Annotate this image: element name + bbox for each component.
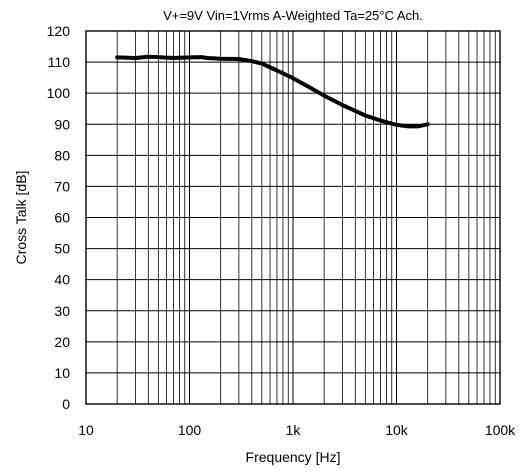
y-tick-label: 10 — [54, 365, 70, 381]
x-tick-label: 10 — [78, 422, 94, 438]
plot-grid — [86, 31, 500, 404]
y-tick-label: 30 — [54, 303, 70, 319]
y-tick-labels: 0 10 20 30 40 50 60 70 80 90 100 110 120 — [47, 23, 71, 412]
y-tick-label: 120 — [47, 23, 71, 39]
y-tick-label: 100 — [47, 85, 71, 101]
y-tick-label: 90 — [54, 116, 70, 132]
series-layer — [117, 57, 428, 127]
y-tick-label: 40 — [54, 272, 70, 288]
x-tick-labels: 10 100 1k 10k 100k — [78, 422, 516, 438]
x-tick-label: 1k — [286, 422, 302, 438]
x-axis-label: Frequency [Hz] — [246, 449, 341, 465]
chart-title: V+=9V Vin=1Vrms A-Weighted Ta=25°C Ach. — [163, 8, 423, 23]
crosstalk-series-line — [117, 57, 428, 127]
y-axis-label: Cross Talk [dB] — [13, 171, 29, 265]
y-tick-label: 50 — [54, 241, 70, 257]
x-tick-label: 100 — [178, 422, 202, 438]
y-tick-label: 0 — [62, 396, 70, 412]
y-tick-label: 60 — [54, 210, 70, 226]
y-tick-label: 20 — [54, 334, 70, 350]
y-tick-label: 110 — [48, 54, 71, 70]
x-tick-label: 100k — [485, 422, 516, 438]
x-tick-label: 10k — [385, 422, 409, 438]
y-tick-label: 70 — [54, 178, 70, 194]
y-tick-label: 80 — [54, 147, 70, 163]
